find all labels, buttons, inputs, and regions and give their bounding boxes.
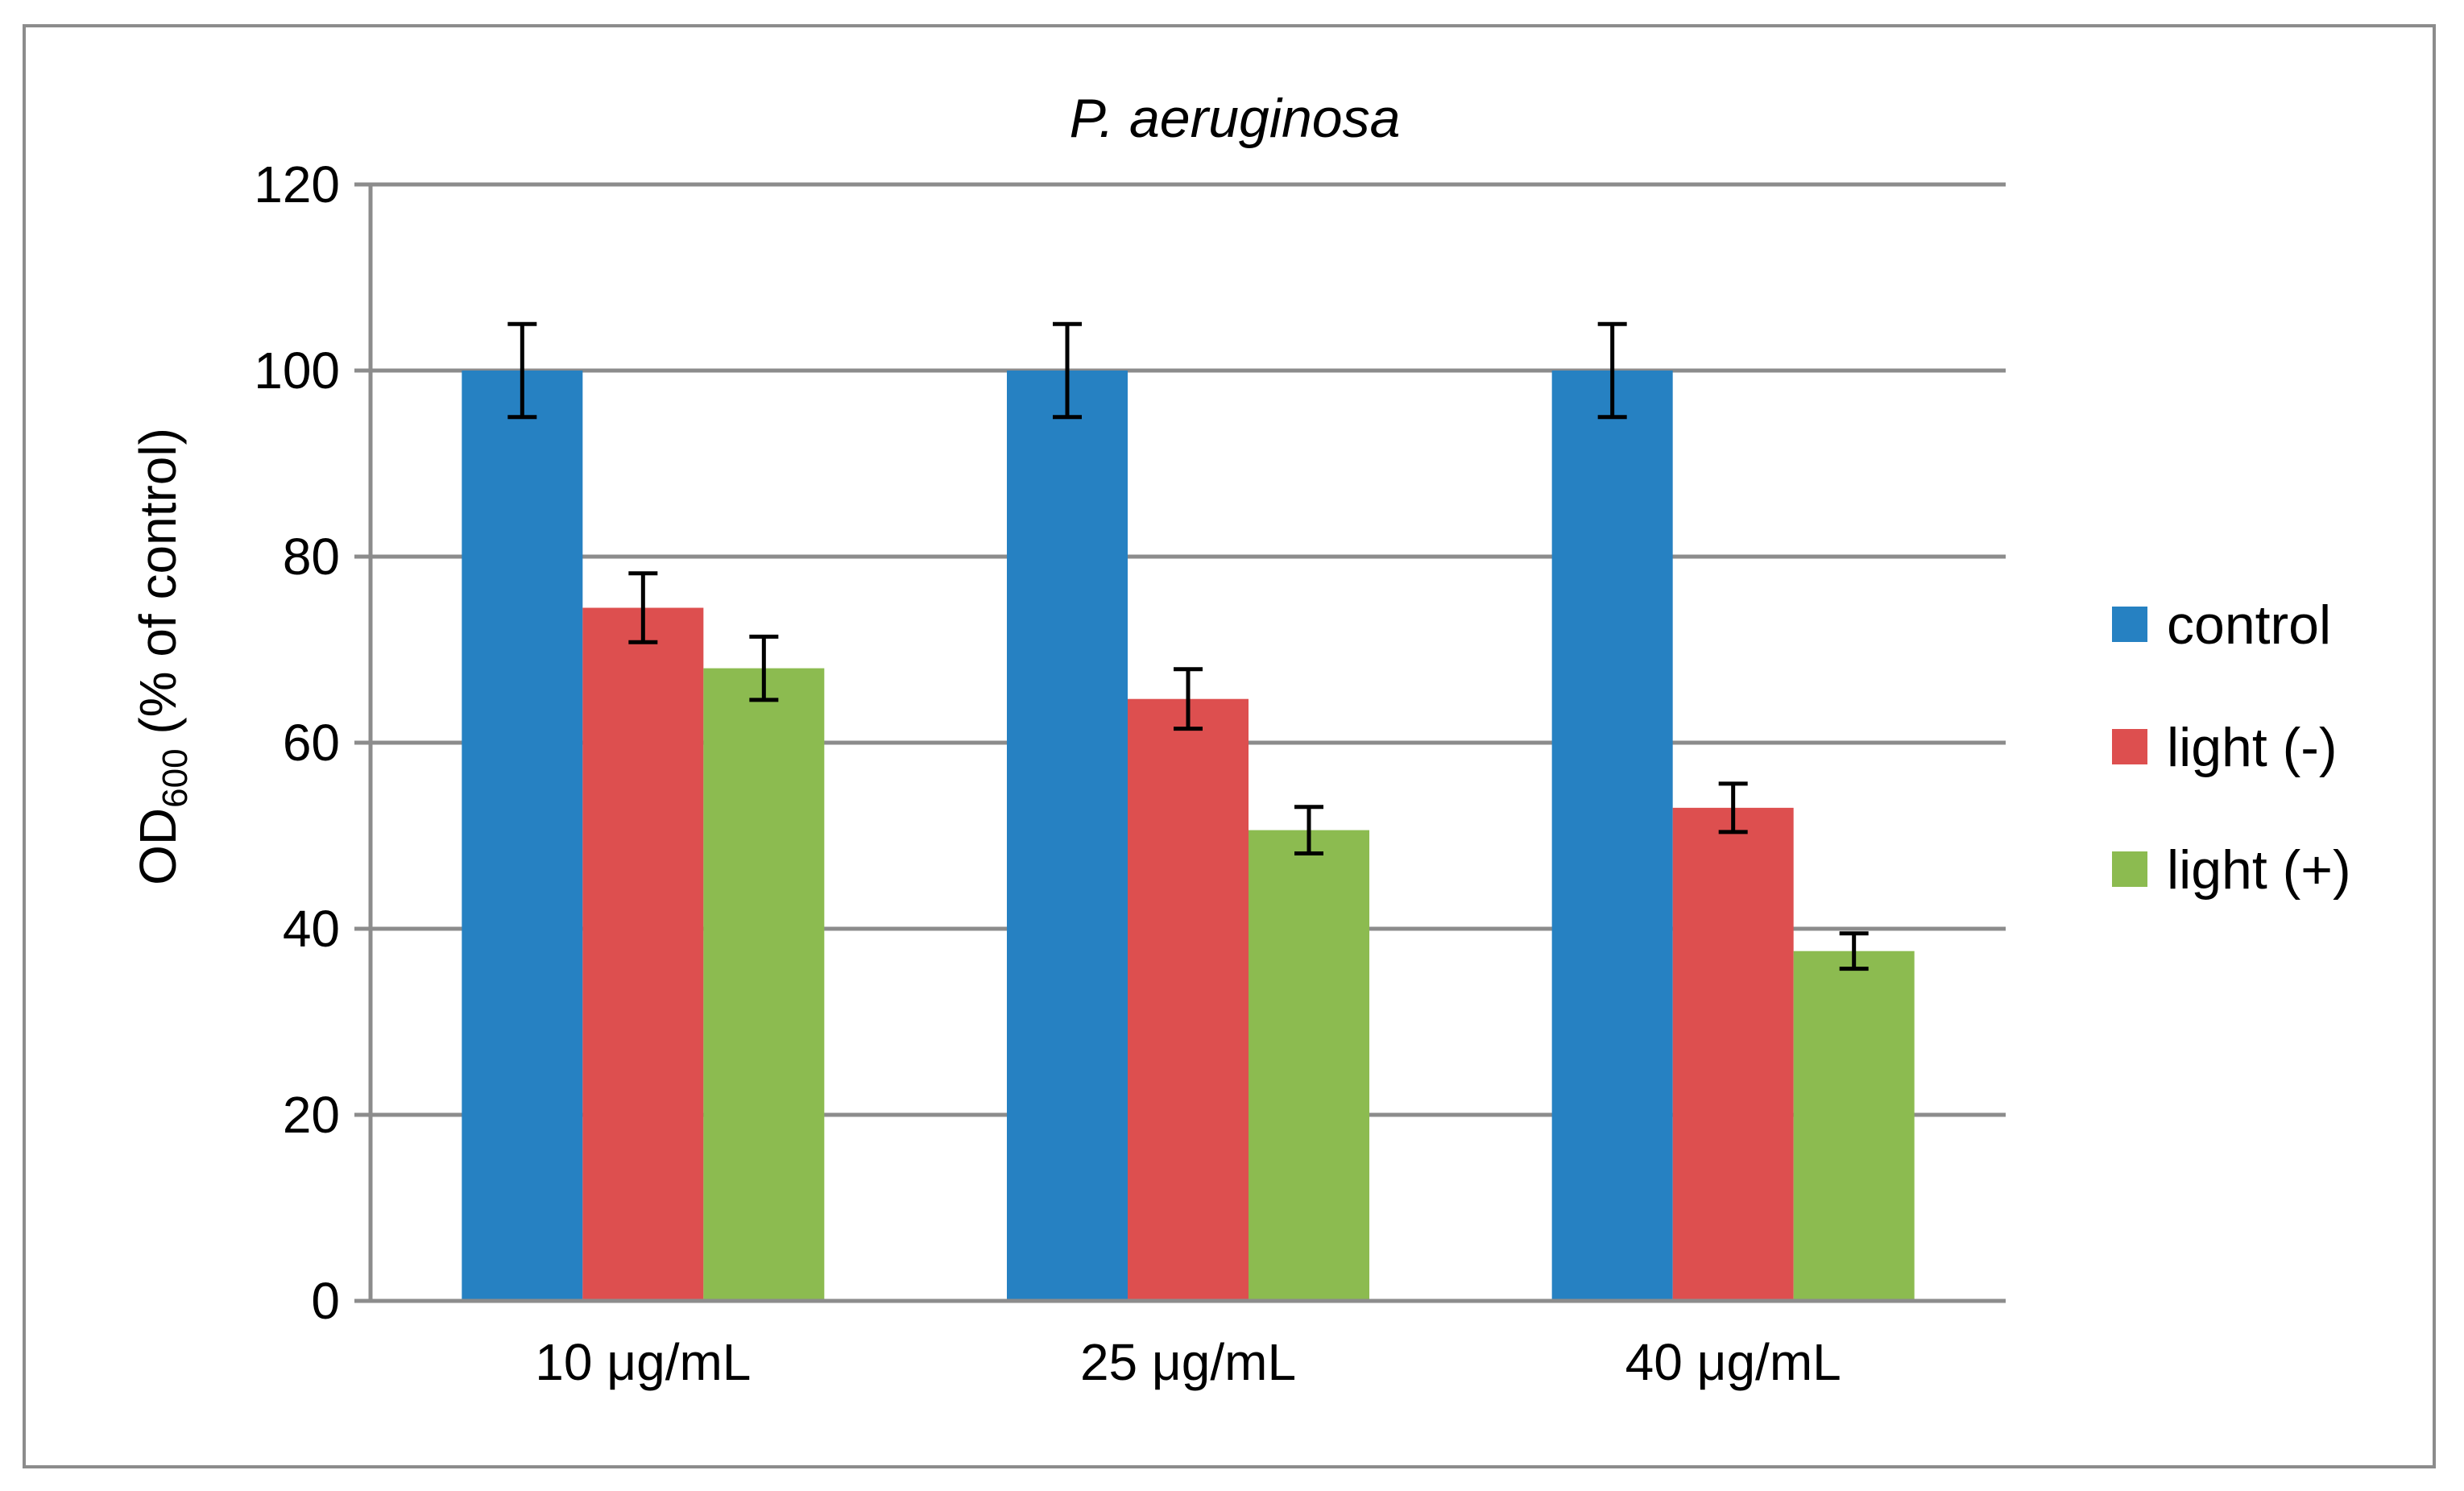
y-axis-label-main: OD xyxy=(129,808,187,885)
y-tick-label-100: 100 xyxy=(254,342,340,400)
legend-label-light: light (+) xyxy=(2167,839,2351,901)
legend: control light (-) light (+) xyxy=(2112,594,2351,901)
y-tick-label-120: 120 xyxy=(254,155,340,213)
y-tick-label-40: 40 xyxy=(283,900,340,958)
y-tick-label-20: 20 xyxy=(283,1086,340,1144)
bar-control-2 xyxy=(1007,371,1128,1301)
y-axis-label: OD600 (% of control) xyxy=(129,428,195,885)
bar-light-2 xyxy=(1249,830,1369,1301)
y-tick-label-60: 60 xyxy=(283,714,340,772)
bar-light-3 xyxy=(1793,951,1915,1301)
x-axis-labels: 10 μg/mL 25 μg/mL 40 μg/mL xyxy=(535,1333,1841,1391)
y-tick-label-80: 80 xyxy=(283,528,340,586)
y-axis-ticks: 0 20 40 60 80 100 120 xyxy=(254,155,371,1330)
legend-swatch-control xyxy=(2112,607,2147,642)
y-tick-label-0: 0 xyxy=(311,1272,340,1330)
bar-control-1 xyxy=(462,371,583,1301)
chart-title: P. aeruginosa xyxy=(1070,88,1401,149)
y-axis-label-suffix: (% of control) xyxy=(129,428,187,748)
legend-label-light: light (-) xyxy=(2167,717,2338,778)
x-tick-label-3: 40 μg/mL xyxy=(1625,1333,1841,1391)
bar-light-3 xyxy=(1672,807,1794,1301)
axes xyxy=(354,184,2006,1303)
error-bars xyxy=(507,321,1869,971)
x-tick-label-2: 25 μg/mL xyxy=(1080,1333,1296,1391)
y-axis-label-subscript: 600 xyxy=(155,748,195,807)
legend-swatch-light xyxy=(2112,851,2147,887)
bar-light-2 xyxy=(1128,698,1249,1301)
bars xyxy=(462,371,1915,1301)
bar-light-1 xyxy=(582,607,704,1301)
legend-swatch-light xyxy=(2112,729,2147,764)
x-tick-label-1: 10 μg/mL xyxy=(535,1333,751,1391)
bar-control-3 xyxy=(1551,371,1673,1301)
bar-light-1 xyxy=(703,668,825,1301)
legend-label-control: control xyxy=(2167,594,2331,656)
